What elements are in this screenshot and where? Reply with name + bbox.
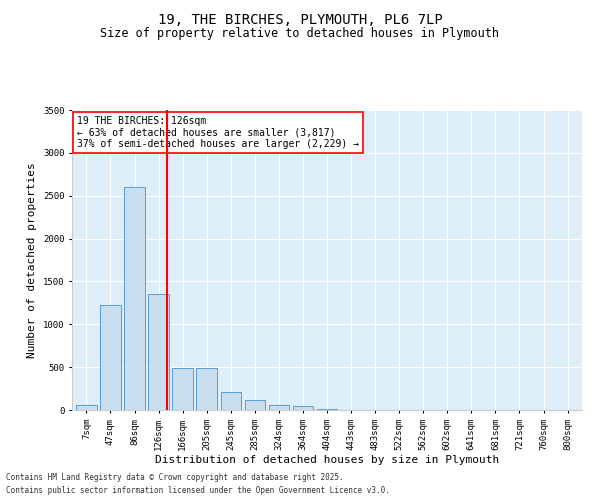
Bar — [196, 368, 217, 410]
Text: 19 THE BIRCHES: 126sqm
← 63% of detached houses are smaller (3,817)
37% of semi-: 19 THE BIRCHES: 126sqm ← 63% of detached… — [77, 116, 359, 149]
Bar — [221, 392, 241, 410]
Text: Contains HM Land Registry data © Crown copyright and database right 2025.: Contains HM Land Registry data © Crown c… — [6, 474, 344, 482]
Y-axis label: Number of detached properties: Number of detached properties — [28, 162, 37, 358]
Bar — [245, 400, 265, 410]
Bar — [293, 406, 313, 410]
Bar — [317, 409, 337, 410]
Text: Contains public sector information licensed under the Open Government Licence v3: Contains public sector information licen… — [6, 486, 390, 495]
X-axis label: Distribution of detached houses by size in Plymouth: Distribution of detached houses by size … — [155, 456, 499, 466]
Bar — [100, 304, 121, 410]
Bar — [172, 368, 193, 410]
Text: Size of property relative to detached houses in Plymouth: Size of property relative to detached ho… — [101, 28, 499, 40]
Bar — [148, 294, 169, 410]
Bar — [76, 405, 97, 410]
Text: 19, THE BIRCHES, PLYMOUTH, PL6 7LP: 19, THE BIRCHES, PLYMOUTH, PL6 7LP — [158, 12, 442, 26]
Bar — [269, 405, 289, 410]
Bar — [124, 187, 145, 410]
